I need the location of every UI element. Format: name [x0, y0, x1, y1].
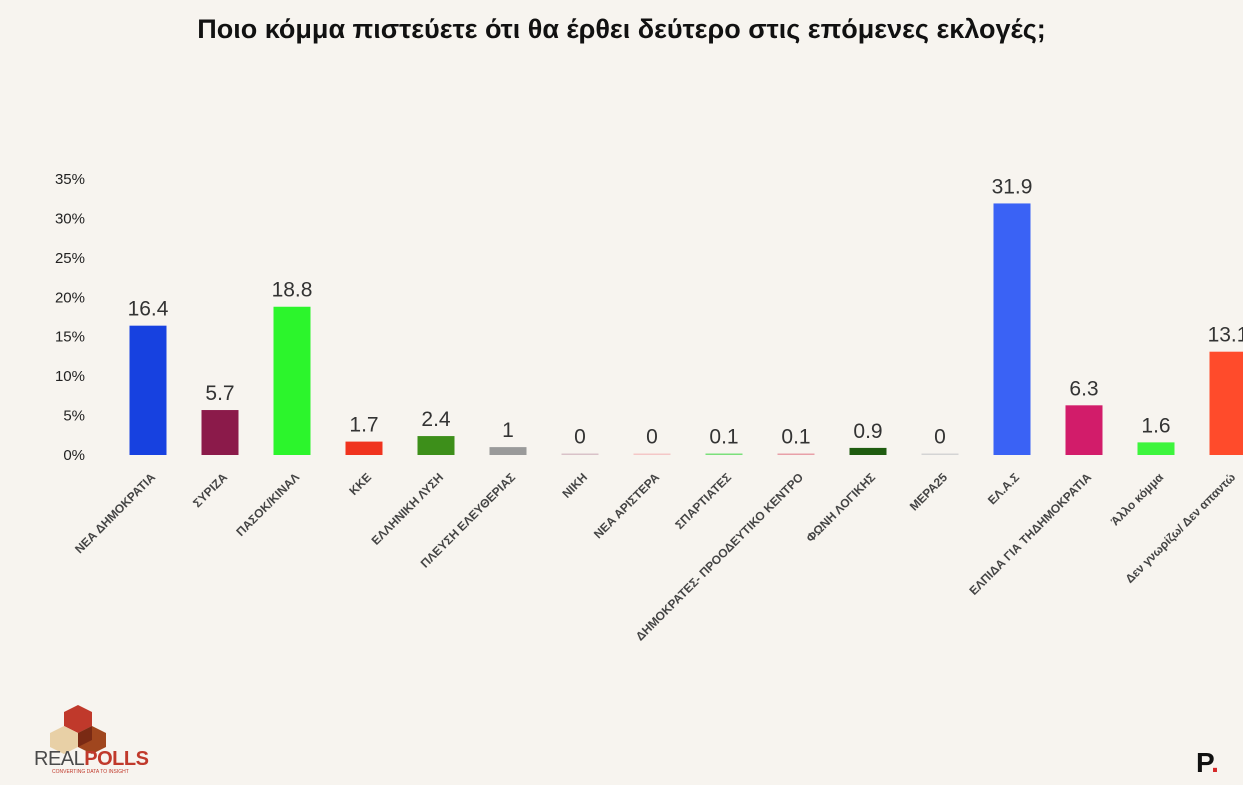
realpolls-logo-icon	[50, 705, 106, 754]
data-label: 0	[574, 426, 586, 449]
data-label: 2.4	[421, 408, 451, 431]
x-tick-label: ΜΕΡΑ25	[907, 470, 950, 513]
data-label: 1	[502, 419, 514, 442]
data-label: 0.1	[709, 426, 738, 449]
x-tick-label: ΦΩΝΗ ΛΟΓΙΚΗΣ	[803, 470, 878, 545]
realpolls-logo-text: REALPOLLS	[34, 748, 149, 770]
x-tick-label: ΣΥΡΙΖΑ	[190, 470, 230, 510]
y-tick-label: 5%	[63, 408, 85, 425]
data-label: 6.3	[1069, 377, 1098, 400]
bars	[129, 203, 1243, 455]
y-tick-label: 0%	[63, 447, 85, 464]
x-tick-label: ΝΙΚΗ	[559, 470, 590, 501]
bar	[345, 441, 383, 455]
chart-title: Ποιο κόμμα πιστεύετε ότι θα έρθει δεύτερ…	[197, 14, 1046, 44]
value-labels: 16.4 5.7 18.8 1.7 2.4 1 0 0 0.1 0.1 0.9 0 31.9 6.3 1.6…	[128, 175, 1243, 448]
publisher-logo: P.	[1196, 747, 1219, 778]
bar	[273, 306, 311, 455]
y-tick-label: 35%	[55, 171, 85, 188]
x-tick-label: ΚΚΕ	[346, 470, 374, 498]
y-tick-label: 15%	[55, 329, 85, 346]
x-tick-label: ΕΛΠΙΔΑ ΓΙΑ ΤΗΔΗΜΟΚΡΑΤΙΑ	[966, 470, 1094, 598]
bar	[633, 453, 671, 455]
data-label: 0.1	[781, 426, 810, 449]
realpolls-tagline: CONVERTING DATA TO INSIGHT	[52, 769, 129, 775]
x-axis-labels: ΝΕΑ ΔΗΜΟΚΡΑΤΙΑ ΣΥΡΙΖΑ ΠΑΣΟΚ/ΚΙΝΑΛ ΚΚΕΕΛΛΗΝΙ…	[72, 470, 1238, 644]
y-axis: 0% 5% 10% 15% 20% 25% 30% 35%	[55, 171, 85, 464]
x-tick-label: ΕΛ.Α.Σ	[985, 470, 1022, 507]
data-label: 16.4	[128, 298, 169, 321]
x-tick-label: ΕΛΛΗΝΙΚΗ ΛΥΣΗ	[369, 470, 447, 548]
data-label: 31.9	[992, 175, 1033, 198]
data-label: 13.1	[1208, 324, 1243, 347]
data-label: 18.8	[272, 279, 313, 302]
x-tick-label: Άλλο κόμμα	[1108, 470, 1167, 529]
bar	[849, 447, 887, 455]
bar	[1209, 351, 1243, 455]
data-label: 5.7	[205, 382, 234, 405]
bar	[201, 410, 239, 455]
bar-chart: 0% 5% 10% 15% 20% 25% 30% 35% 16.4 5.7 18.8 1.7 2.4…	[55, 171, 1243, 644]
bar	[921, 453, 959, 455]
bar	[993, 203, 1031, 455]
x-tick-label: ΝΕΑ ΑΡΙΣΤΕΡΑ	[591, 470, 662, 541]
data-label: 1.6	[1141, 414, 1170, 437]
y-tick-label: 10%	[55, 368, 85, 385]
bar	[1065, 405, 1103, 455]
bar	[1137, 442, 1175, 455]
y-tick-label: 20%	[55, 289, 85, 306]
x-tick-label: ΣΠΑΡΤΙΑΤΕΣ	[672, 470, 734, 532]
data-label: 0.9	[853, 420, 882, 443]
bar	[777, 453, 815, 455]
data-label: 0	[646, 426, 658, 449]
x-tick-label: ΠΑΣΟΚ/ΚΙΝΑΛ	[233, 470, 302, 539]
y-tick-label: 30%	[55, 210, 85, 227]
x-tick-label: ΝΕΑ ΔΗΜΟΚΡΑΤΙΑ	[72, 470, 158, 556]
bar	[705, 453, 743, 455]
bar	[561, 453, 599, 455]
x-tick-label: ΔΗΜΟΚΡΑΤΕΣ- ΠΡΟΟΔΕΥΤΙΚΟ ΚΕΝΤΡΟ	[633, 470, 806, 643]
bar	[129, 325, 167, 455]
bar	[417, 436, 455, 455]
data-label: 0	[934, 426, 946, 449]
data-label: 1.7	[349, 414, 378, 437]
y-tick-label: 25%	[55, 250, 85, 267]
bar	[489, 447, 527, 455]
